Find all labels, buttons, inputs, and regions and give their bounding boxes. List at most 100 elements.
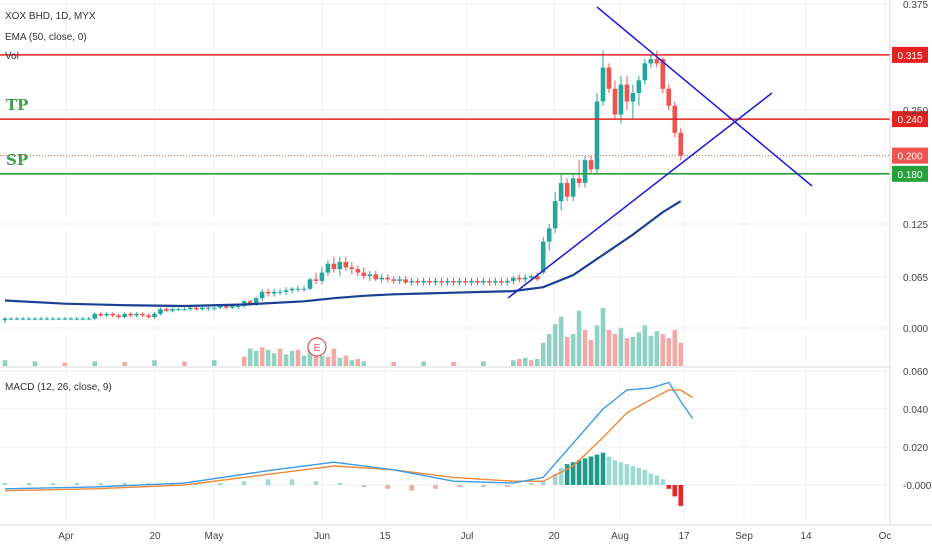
macd-tick-label: 0.060 (903, 367, 928, 378)
candle-body (594, 101, 600, 170)
volume-bar (349, 360, 355, 366)
candle-body (44, 318, 50, 320)
volume-bar (313, 353, 319, 366)
candle (104, 312, 109, 318)
macd-hist-bar (98, 483, 103, 485)
ascending-trendline[interactable] (507, 92, 773, 299)
price-tick-label: 0.375 (903, 0, 928, 11)
candle-body (558, 182, 564, 202)
candle (355, 265, 361, 277)
time-tick-label: Oc (879, 531, 892, 542)
volume-bar (660, 334, 666, 366)
volume-bar (606, 330, 612, 366)
candle (164, 307, 169, 313)
price-tick-label: 0.250 (903, 106, 928, 117)
volume-bar (421, 361, 426, 366)
macd-hist-bar (552, 473, 558, 485)
macd-hist-bar (361, 485, 367, 487)
candle (32, 317, 38, 321)
macd-legend[interactable]: MACD (12, 26, close, 9) (5, 382, 112, 393)
candle (642, 59, 648, 85)
volume-bar (212, 360, 217, 366)
candle-body (618, 84, 624, 115)
macd-hist-bar (409, 485, 414, 491)
macd-hist-bar (642, 469, 648, 485)
candle-body (534, 276, 540, 280)
volume-bar (337, 357, 343, 366)
candle-body (182, 309, 187, 311)
volume-bars (2, 308, 684, 366)
macd-hist-bar (672, 485, 678, 497)
volume-legend[interactable]: Vol (5, 51, 19, 62)
macd-tick-label: 0.040 (903, 405, 928, 416)
candle (427, 277, 432, 286)
candle-body (20, 318, 26, 320)
volume-bar (678, 342, 684, 366)
volume-bar (588, 339, 594, 366)
macd-hist-bar (666, 485, 672, 489)
candle-body (313, 279, 319, 281)
volume-bar (511, 360, 516, 366)
time-tick-label: Aug (611, 531, 629, 542)
candle-body (612, 88, 618, 115)
earnings-label: E (314, 343, 321, 354)
candle (636, 76, 642, 106)
ema-legend[interactable]: EMA (50, close, 0) (5, 32, 87, 43)
candle (283, 287, 289, 296)
candle (277, 288, 283, 296)
candle (660, 57, 666, 94)
candle (319, 267, 325, 285)
candle (212, 306, 217, 311)
volume-bar (32, 361, 38, 366)
candle (301, 285, 307, 292)
volume-bar (295, 349, 301, 366)
candle (146, 313, 151, 319)
candle (373, 270, 379, 281)
time-tick-label: 20 (149, 531, 161, 542)
candle (343, 256, 349, 271)
candle (564, 178, 570, 202)
price-tick-label: 0.000 (903, 324, 928, 335)
candle-body (164, 309, 169, 311)
candle (206, 306, 211, 311)
macd-hist-bar (241, 481, 247, 485)
candle-body (349, 267, 355, 270)
volume-bar (152, 360, 157, 366)
volume-bar (92, 361, 97, 366)
descending-trendline[interactable] (596, 6, 813, 187)
earnings-circle[interactable] (307, 337, 327, 357)
gridlines (0, 0, 890, 525)
candle (618, 76, 624, 124)
symbol-title[interactable]: XOX BHD, 1D, MYX (5, 11, 96, 22)
candle-body (666, 88, 672, 106)
candle-body (68, 318, 74, 320)
candle (445, 277, 450, 286)
macd-hist-bar (481, 485, 486, 487)
time-tick-label: Jun (314, 531, 330, 542)
candle (433, 277, 438, 286)
volume-bar (654, 331, 660, 366)
candle-body (505, 280, 510, 283)
volume-bar (277, 348, 283, 366)
candle-body (564, 182, 570, 197)
level-price-label: 0.180 (897, 170, 922, 181)
earnings-marker[interactable]: E (307, 337, 327, 357)
candle (630, 84, 636, 120)
volume-bar (253, 350, 259, 366)
ema-line (4, 200, 682, 308)
candle (475, 277, 480, 286)
macd-pane (2, 381, 694, 506)
candle-body (385, 277, 391, 280)
candle-body (235, 306, 241, 308)
candle (588, 155, 594, 174)
volume-bar (265, 349, 271, 366)
candle-body (26, 318, 32, 320)
candle (122, 312, 127, 319)
candle-body (516, 277, 522, 280)
volume-bar (534, 359, 540, 366)
candle-body (158, 309, 163, 314)
candle (313, 272, 319, 285)
candle (26, 317, 32, 321)
time-tick-label: 14 (800, 531, 812, 542)
